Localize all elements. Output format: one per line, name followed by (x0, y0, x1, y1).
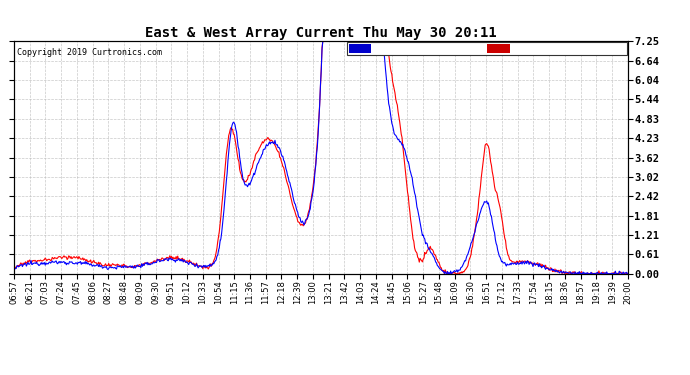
Text: Copyright 2019 Curtronics.com: Copyright 2019 Curtronics.com (17, 48, 162, 57)
Legend: East Array  (DC Amps), West Array  (DC Amps): East Array (DC Amps), West Array (DC Amp… (347, 42, 627, 56)
Title: East & West Array Current Thu May 30 20:11: East & West Array Current Thu May 30 20:… (145, 26, 497, 40)
